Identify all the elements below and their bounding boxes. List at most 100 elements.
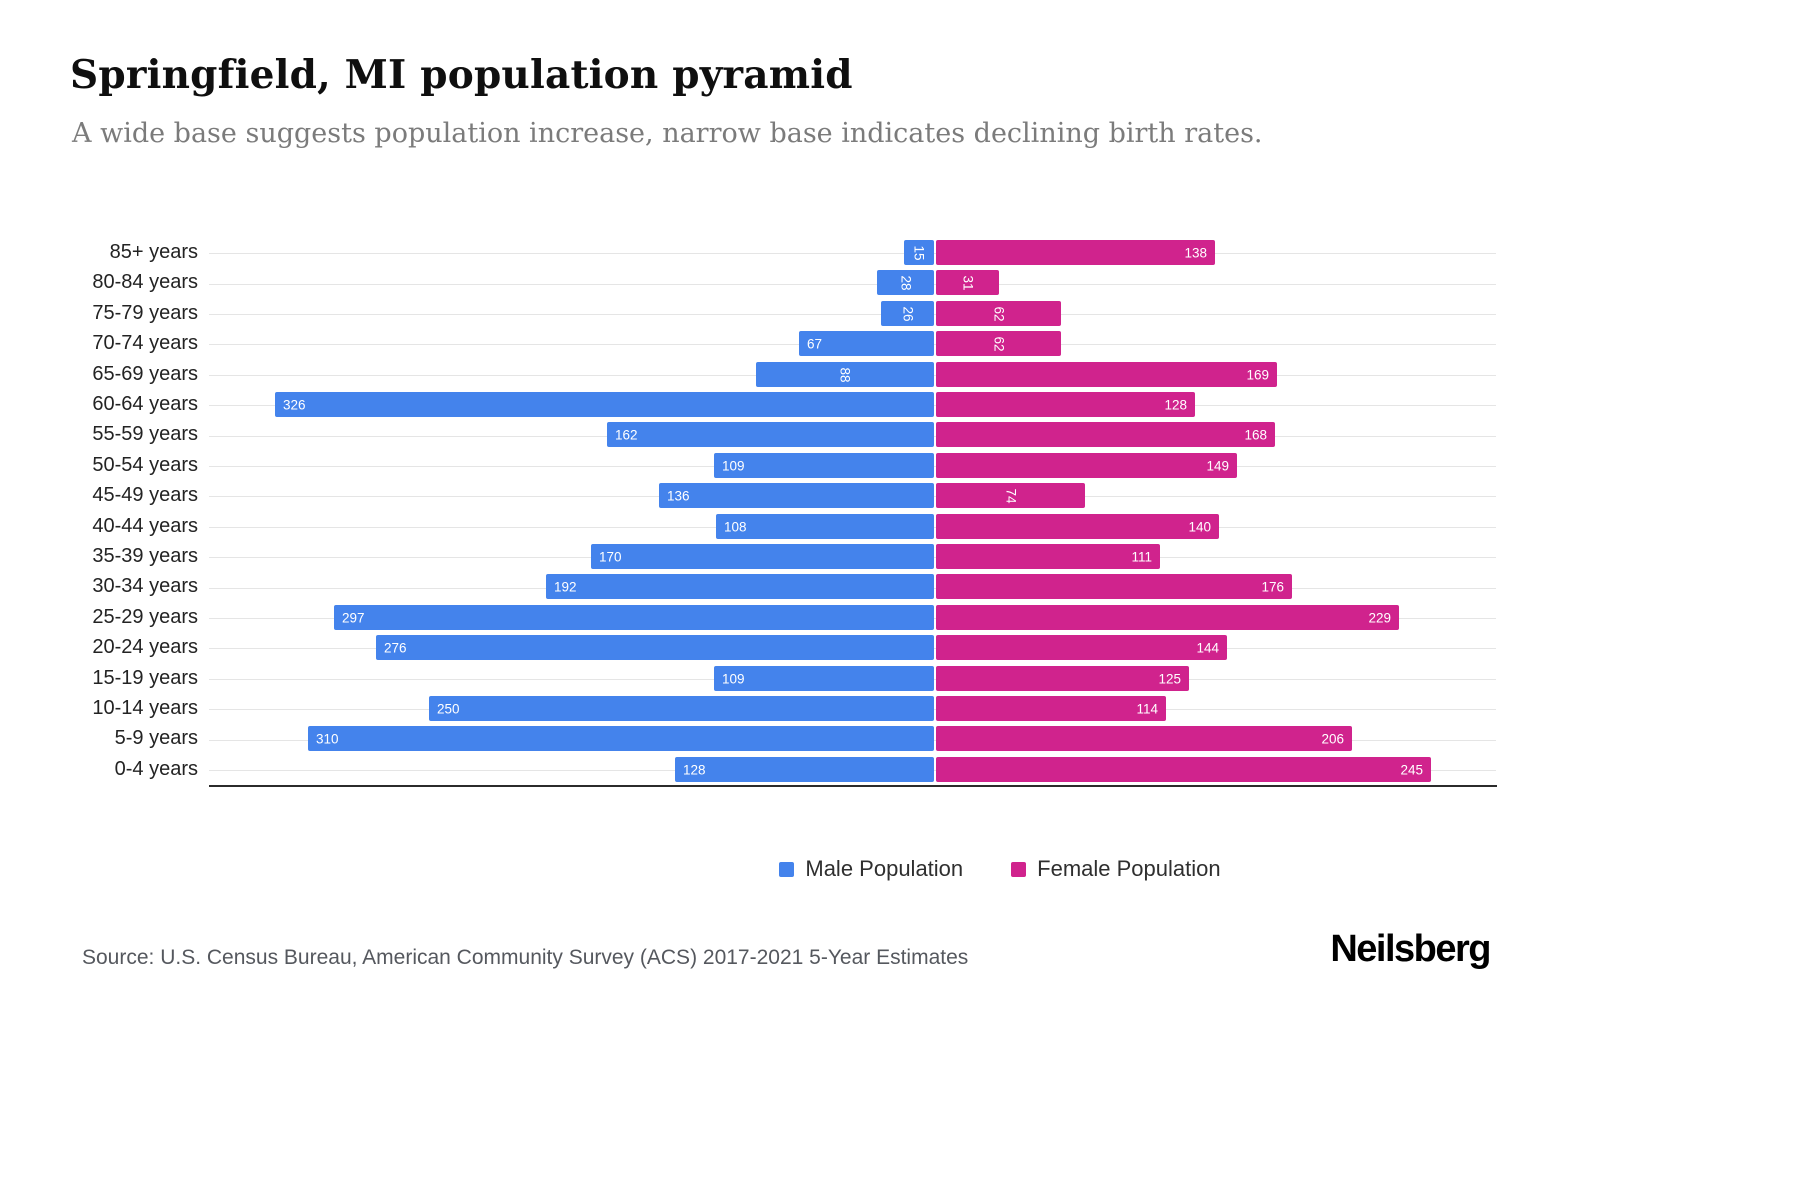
- female-value-label: 140: [1188, 519, 1211, 534]
- female-bar: 62: [936, 301, 1061, 326]
- category-label: 15-19 years: [92, 667, 198, 689]
- female-bar: 144: [936, 635, 1227, 660]
- category-label: 40-44 years: [92, 515, 198, 537]
- male-bar: 170: [591, 544, 934, 569]
- male-bar: 276: [376, 635, 934, 660]
- source-attribution: Source: U.S. Census Bureau, American Com…: [82, 946, 969, 969]
- female-bar: 149: [936, 453, 1237, 478]
- female-legend-swatch: [1011, 861, 1027, 877]
- male-bar: 108: [716, 514, 934, 539]
- female-bar: 206: [936, 726, 1352, 751]
- male-bar: 136: [659, 483, 934, 508]
- male-bar: 128: [675, 757, 934, 782]
- legend-item-male[interactable]: Male Population: [779, 856, 963, 882]
- female-bar: 114: [936, 696, 1166, 721]
- female-bar: 31: [936, 270, 999, 295]
- male-bar: 310: [308, 726, 934, 751]
- female-bar: 74: [936, 483, 1085, 508]
- male-value-label: 67: [807, 336, 823, 351]
- category-label: 75-79 years: [92, 302, 198, 324]
- male-bar: 162: [607, 422, 934, 447]
- female-bar: 169: [936, 362, 1277, 387]
- male-value-label: 250: [437, 701, 460, 716]
- male-value-label: 326: [283, 397, 306, 412]
- male-legend-label: Male Population: [805, 856, 964, 881]
- female-value-label: 206: [1321, 731, 1344, 746]
- male-value-label: 310: [316, 731, 339, 746]
- male-value-label: 276: [384, 640, 407, 655]
- category-label: 50-54 years: [92, 454, 198, 476]
- category-label: 5-9 years: [114, 727, 198, 749]
- female-value-label: 245: [1400, 762, 1423, 777]
- category-label: 60-64 years: [92, 393, 198, 415]
- category-label: 30-34 years: [92, 575, 198, 597]
- female-bar: 138: [936, 240, 1215, 265]
- category-label: 45-49 years: [92, 484, 198, 506]
- row-gridline: [209, 314, 1496, 315]
- female-value-label: 125: [1158, 671, 1181, 686]
- male-value-label: 128: [683, 762, 706, 777]
- category-label: 85+ years: [109, 241, 198, 263]
- female-value-label: 144: [1196, 640, 1219, 655]
- male-value-label: 297: [342, 610, 365, 625]
- female-value-label: 176: [1261, 579, 1284, 594]
- male-value-label: 170: [599, 549, 622, 564]
- male-value-label: 192: [554, 579, 577, 594]
- female-value-label: 74: [1003, 487, 1018, 504]
- female-bar: 62: [936, 331, 1061, 356]
- female-value-label: 149: [1206, 458, 1229, 473]
- category-label: 55-59 years: [92, 423, 198, 445]
- male-bar: 250: [429, 696, 934, 721]
- female-bar: 128: [936, 392, 1195, 417]
- male-value-label: 15: [911, 244, 927, 261]
- female-bar: 176: [936, 574, 1292, 599]
- male-bar: 109: [714, 666, 934, 691]
- male-bar: 15: [904, 240, 934, 265]
- category-label: 35-39 years: [92, 545, 198, 567]
- male-bar: 326: [275, 392, 934, 417]
- female-value-label: 138: [1184, 245, 1207, 260]
- x-axis-line: [209, 785, 1497, 787]
- female-value-label: 229: [1368, 610, 1391, 625]
- female-legend-label: Female Population: [1037, 856, 1221, 881]
- category-label: 25-29 years: [92, 606, 198, 628]
- male-value-label: 88: [837, 366, 853, 383]
- female-bar: 140: [936, 514, 1219, 539]
- female-value-label: 31: [960, 274, 975, 291]
- category-label: 20-24 years: [92, 636, 198, 658]
- male-value-label: 162: [615, 427, 638, 442]
- male-bar: 109: [714, 453, 934, 478]
- category-label: 70-74 years: [92, 332, 198, 354]
- male-value-label: 109: [722, 671, 745, 686]
- female-bar: 125: [936, 666, 1189, 691]
- chart-title: Springfield, MI population pyramid: [70, 52, 853, 98]
- brand-logo: Neilsberg: [1330, 928, 1491, 970]
- legend-item-female[interactable]: Female Population: [1011, 856, 1221, 882]
- female-value-label: 62: [991, 335, 1006, 352]
- female-bar: 168: [936, 422, 1275, 447]
- legend: Male Population Female Population: [200, 856, 1800, 882]
- female-value-label: 168: [1244, 427, 1267, 442]
- male-bar: 192: [546, 574, 934, 599]
- male-value-label: 28: [898, 274, 913, 291]
- male-bar: 28: [877, 270, 934, 295]
- male-value-label: 136: [667, 488, 690, 503]
- female-value-label: 114: [1136, 701, 1158, 716]
- male-value-label: 108: [724, 519, 747, 534]
- female-bar: 229: [936, 605, 1399, 630]
- male-bar: 88: [756, 362, 934, 387]
- female-value-label: 169: [1246, 367, 1269, 382]
- female-bar: 111: [936, 544, 1160, 569]
- male-bar: 26: [881, 301, 934, 326]
- male-value-label: 26: [900, 305, 915, 322]
- male-bar: 297: [334, 605, 934, 630]
- category-label: 0-4 years: [114, 758, 198, 780]
- chart-subtitle: A wide base suggests population increase…: [72, 118, 1263, 149]
- female-bar: 245: [936, 757, 1431, 782]
- female-value-label: 128: [1164, 397, 1187, 412]
- category-label: 80-84 years: [92, 271, 198, 293]
- female-value-label: 111: [1131, 549, 1152, 564]
- male-legend-swatch: [779, 861, 795, 877]
- category-label: 10-14 years: [92, 697, 198, 719]
